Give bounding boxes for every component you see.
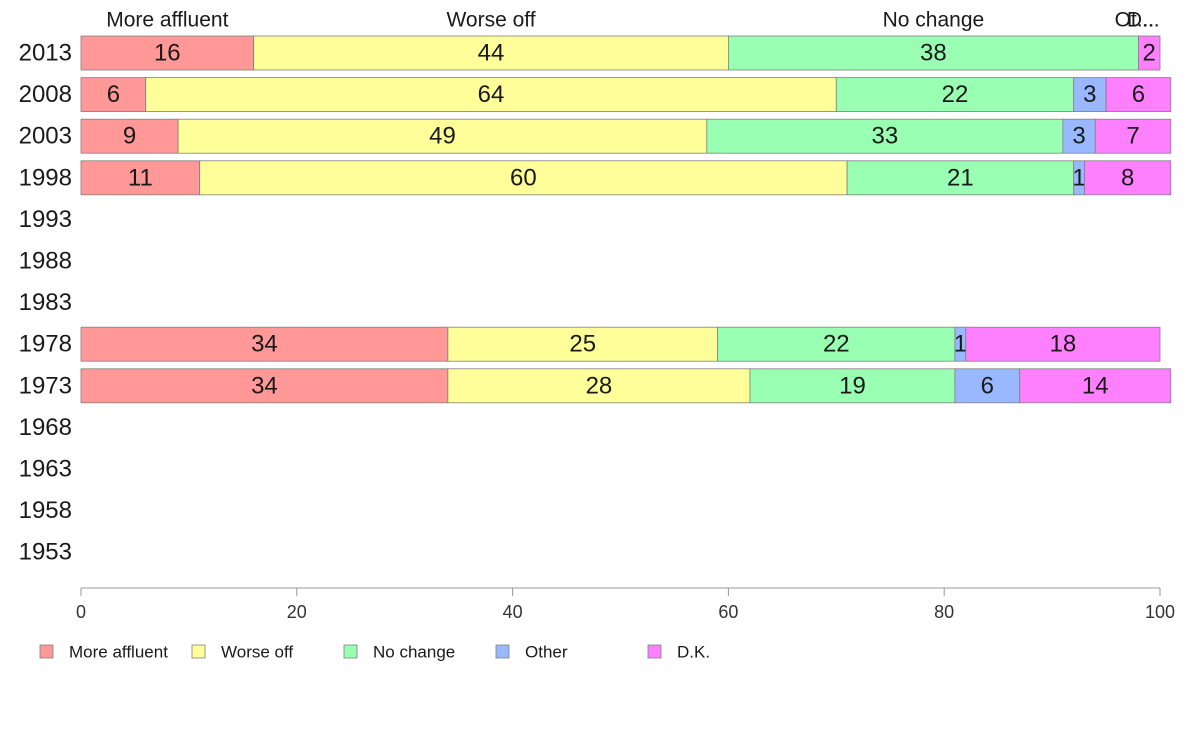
y-category-label: 1998 xyxy=(19,164,72,191)
bar-segment xyxy=(177,118,708,154)
bar-segment xyxy=(145,77,837,112)
data-label: 6 xyxy=(1132,81,1145,108)
data-label: 3 xyxy=(1072,123,1085,150)
bar-segment xyxy=(80,160,201,196)
bar-segment xyxy=(835,77,1075,112)
data-label: 28 xyxy=(586,372,613,399)
data-label: 14 xyxy=(1082,372,1109,399)
bar-segment xyxy=(965,326,1161,362)
bar-segment xyxy=(1138,35,1161,71)
y-category-label: 1993 xyxy=(19,206,72,233)
bar-segment xyxy=(1019,368,1172,404)
data-label: 60 xyxy=(510,164,537,191)
x-tick-label: 60 xyxy=(718,602,738,622)
data-label: 18 xyxy=(1050,331,1077,358)
bar-segment xyxy=(717,326,956,362)
segment-header-label: Worse off xyxy=(446,9,535,32)
data-label: 33 xyxy=(872,123,899,150)
legend-swatch xyxy=(495,644,510,659)
x-tick-label: 0 xyxy=(76,602,86,622)
data-label: 2 xyxy=(1143,40,1156,67)
x-tick-label: 80 xyxy=(934,602,954,622)
bar-segment xyxy=(80,326,449,362)
x-tick-label: 40 xyxy=(503,602,523,622)
y-category-label: 1988 xyxy=(19,248,72,275)
bar-segment xyxy=(728,35,1139,71)
y-category-label: 2008 xyxy=(19,81,72,108)
data-label: 38 xyxy=(920,40,947,67)
x-tick-label: 100 xyxy=(1145,602,1175,622)
bar-segment xyxy=(706,118,1064,154)
data-label: 21 xyxy=(947,164,974,191)
bar-segment xyxy=(1105,77,1172,112)
data-label: 34 xyxy=(251,331,278,358)
data-label: 22 xyxy=(823,331,850,358)
bar-segment xyxy=(80,118,179,154)
legend-swatch xyxy=(647,644,662,659)
data-label: 64 xyxy=(478,81,505,108)
legend-label: No change xyxy=(373,643,455,662)
bar-segment xyxy=(253,35,729,71)
segment-header-label: Ot... xyxy=(1115,9,1155,32)
data-label: 22 xyxy=(942,81,969,108)
bar-segment xyxy=(954,368,1021,404)
data-label: 3 xyxy=(1083,81,1096,108)
bar-segment xyxy=(1084,160,1172,196)
bar-segment xyxy=(199,160,848,196)
data-label: 11 xyxy=(128,164,153,191)
x-tick-label: 20 xyxy=(287,602,307,622)
data-label: 49 xyxy=(429,123,456,150)
data-label: 25 xyxy=(569,331,596,358)
data-label: 19 xyxy=(839,372,866,399)
bar-segment xyxy=(447,326,719,362)
legend-label: D.K. xyxy=(677,643,710,662)
segment-header-label: D... xyxy=(1127,9,1160,32)
legend-label: Other xyxy=(525,643,568,662)
y-category-label: 1978 xyxy=(19,331,72,358)
data-label: 44 xyxy=(478,40,505,67)
segment-header-label: No change xyxy=(883,9,985,32)
legend-label: Worse off xyxy=(221,643,293,662)
y-category-label: 2013 xyxy=(19,40,72,67)
data-label: 7 xyxy=(1126,123,1139,150)
data-label: 8 xyxy=(1121,164,1134,191)
bar-segment xyxy=(846,160,1075,196)
y-category-label: 1963 xyxy=(19,456,72,483)
data-label: 1 xyxy=(954,331,967,358)
legend-swatch xyxy=(343,644,358,659)
segment-header-label: More affluent xyxy=(106,9,228,32)
y-category-label: 2003 xyxy=(19,123,72,150)
data-label: 6 xyxy=(981,372,994,399)
bar-segment xyxy=(1094,118,1172,154)
y-category-label: 1973 xyxy=(19,372,72,399)
legend-swatch xyxy=(39,644,54,659)
y-category-label: 1953 xyxy=(19,539,72,566)
bar-segment xyxy=(1062,118,1096,154)
bar-segment xyxy=(447,368,751,404)
legend-swatch xyxy=(191,644,206,659)
data-label: 9 xyxy=(123,123,136,150)
bar-segment xyxy=(80,368,449,404)
bar-segment xyxy=(80,35,255,71)
y-category-label: 1968 xyxy=(19,414,72,441)
data-label: 16 xyxy=(154,40,181,67)
legend-label: More affluent xyxy=(69,643,168,662)
data-label: 6 xyxy=(107,81,120,108)
y-category-label: 1958 xyxy=(19,497,72,524)
y-category-label: 1983 xyxy=(19,289,72,316)
data-label: 34 xyxy=(251,372,278,399)
bar-segment xyxy=(80,77,147,112)
data-label: 1 xyxy=(1072,164,1085,191)
